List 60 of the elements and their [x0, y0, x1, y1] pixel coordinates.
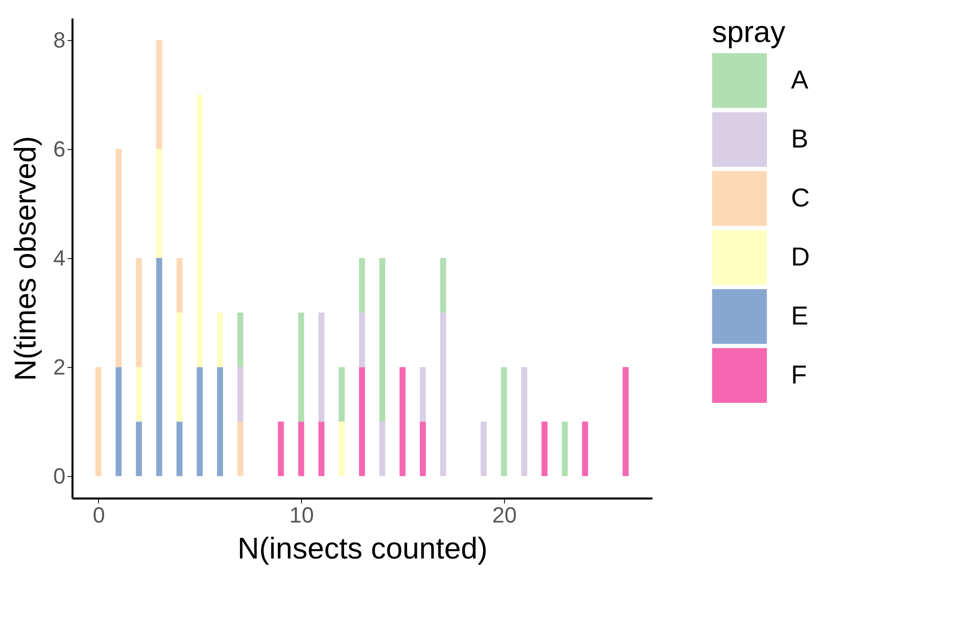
bar	[338, 367, 345, 422]
bar	[318, 422, 324, 476]
y-axis-title: N(times observed)	[9, 136, 42, 382]
x-tick-label: 10	[289, 502, 314, 528]
bar	[420, 367, 426, 422]
legend-label: F	[791, 360, 807, 390]
bar	[278, 422, 284, 476]
bar	[156, 258, 162, 476]
y-tick-label: 4	[53, 246, 66, 270]
bar	[582, 422, 588, 476]
bar	[500, 367, 507, 476]
bar	[359, 312, 365, 368]
bar	[480, 422, 487, 476]
bar	[95, 367, 102, 476]
x-tick-label: 0	[92, 502, 105, 528]
legend-label: D	[791, 242, 810, 272]
bar	[136, 258, 142, 368]
y-tick-label: 0	[53, 464, 66, 489]
bar	[237, 367, 244, 422]
bar	[562, 422, 568, 476]
bar	[176, 422, 182, 476]
legend-label: B	[791, 124, 808, 154]
bar	[440, 258, 446, 313]
bar	[298, 422, 304, 476]
bar	[359, 367, 365, 476]
bar	[237, 312, 244, 368]
bar	[521, 367, 528, 476]
legend-title: spray	[712, 16, 786, 49]
legend-label: C	[791, 182, 810, 212]
bar	[379, 258, 386, 422]
legend-label: E	[791, 300, 808, 330]
y-tick-label: 8	[53, 27, 66, 52]
x-axis-title: N(insects counted)	[237, 532, 488, 566]
bar	[400, 367, 406, 476]
bar	[176, 312, 182, 422]
bar	[156, 148, 162, 258]
bar	[116, 148, 122, 368]
bar	[136, 367, 142, 422]
bar	[440, 312, 446, 476]
bar	[622, 367, 629, 476]
bar	[237, 422, 244, 476]
bar	[420, 422, 426, 476]
bar	[359, 258, 365, 313]
bar	[298, 312, 304, 422]
bar	[338, 422, 345, 476]
bar	[176, 258, 182, 313]
legend-label: A	[791, 64, 809, 94]
bar	[116, 367, 122, 476]
y-tick-label: 2	[53, 354, 66, 380]
bar	[217, 367, 224, 476]
bar	[196, 367, 203, 476]
bar	[318, 312, 324, 422]
y-tick-label: 6	[53, 136, 66, 162]
bar	[156, 40, 162, 149]
bar	[136, 422, 142, 476]
bar	[217, 312, 224, 368]
bar	[542, 422, 548, 476]
bar	[379, 422, 386, 476]
bar	[196, 94, 203, 368]
x-tick-label: 20	[492, 502, 517, 528]
